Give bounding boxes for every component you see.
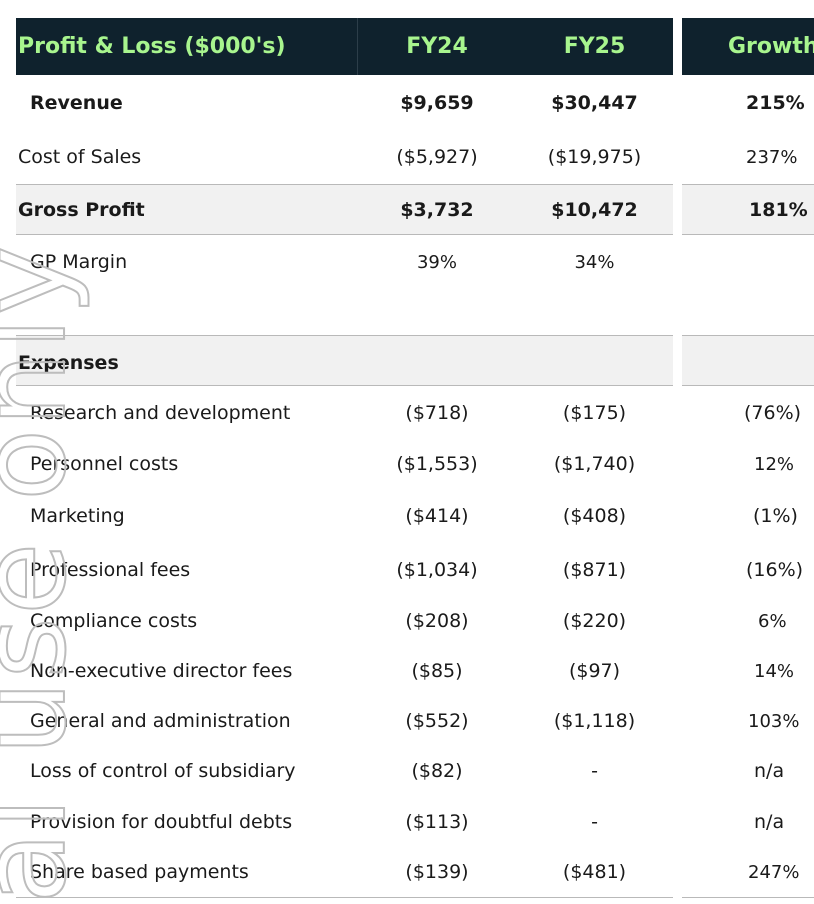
value-growth: 6% — [758, 610, 787, 632]
column-header-fy25: FY25 — [563, 34, 626, 59]
row-label: Gross Profit — [18, 198, 145, 221]
row-label: Compliance costs — [30, 610, 198, 632]
divider — [682, 385, 814, 386]
gross-profit-shade — [16, 185, 673, 234]
expenses-shade — [16, 336, 673, 385]
value-fy24: $3,732 — [400, 198, 474, 221]
table-row: Non-executive director fees ($85) ($97) … — [0, 646, 814, 696]
divider — [682, 335, 814, 336]
value-fy24: ($139) — [405, 861, 469, 883]
gp-margin-row: GP Margin 39% 34% — [0, 237, 814, 287]
value-fy24: ($113) — [405, 811, 469, 833]
value-fy24: ($5,927) — [396, 146, 478, 168]
value-fy24: ($82) — [411, 760, 463, 782]
table-row: Compliance costs ($208) ($220) 6% — [0, 596, 814, 646]
expenses-heading-row: Expenses — [0, 338, 814, 388]
value-fy25: $10,472 — [551, 198, 638, 221]
value-fy24: 39% — [416, 251, 457, 273]
value-fy24: ($1,034) — [396, 559, 478, 581]
row-label: Non-executive director fees — [30, 660, 293, 682]
value-fy25: ($175) — [562, 402, 627, 424]
column-header-fy24: FY24 — [406, 34, 468, 59]
divider — [16, 897, 673, 898]
value-growth: 12% — [754, 453, 795, 475]
cost-of-sales-row: Cost of Sales ($5,927) ($19,975) 237% — [0, 132, 814, 182]
divider — [682, 897, 814, 898]
row-label: Revenue — [30, 92, 123, 114]
row-label: Professional fees — [30, 559, 191, 581]
value-fy24: ($718) — [405, 402, 469, 424]
header-band — [16, 18, 673, 75]
value-fy25: ($408) — [562, 505, 627, 527]
row-label: Research and development — [30, 402, 291, 424]
value-growth: n/a — [754, 811, 785, 833]
table-row: General and administration ($552) ($1,11… — [0, 696, 814, 746]
value-fy25: ($220) — [562, 610, 627, 632]
value-fy25: $30,447 — [551, 92, 638, 114]
value-growth: 247% — [748, 861, 800, 883]
row-label: Cost of Sales — [18, 146, 142, 168]
table-row: Personnel costs ($1,553) ($1,740) 12% — [0, 439, 814, 489]
value-growth: (16%) — [746, 559, 804, 581]
value-fy24: ($414) — [405, 505, 469, 527]
row-label: Share based payments — [30, 861, 249, 883]
divider — [16, 234, 673, 235]
value-growth: n/a — [754, 760, 785, 782]
table-title: Profit & Loss ($000's) — [18, 34, 286, 59]
row-label: GP Margin — [30, 251, 128, 273]
value-fy25: ($19,975) — [547, 146, 642, 168]
row-label: Loss of control of subsidiary — [30, 760, 296, 782]
header-row: Profit & Loss ($000's) FY24 FY25 Growth — [0, 18, 814, 75]
divider — [16, 184, 673, 185]
value-fy25: ($871) — [562, 559, 627, 581]
value-fy25: - — [591, 760, 598, 782]
expenses-shade — [682, 336, 814, 385]
table-row: Professional fees ($1,034) ($871) (16%) — [0, 545, 814, 595]
row-label: General and administration — [30, 710, 291, 732]
gross-profit-row: Gross Profit $3,732 $10,472 181% — [0, 185, 814, 234]
value-growth — [682, 237, 814, 287]
value-growth: (1%) — [753, 505, 798, 527]
value-fy24: ($552) — [405, 710, 469, 732]
gross-profit-shade — [682, 185, 814, 234]
header-band-growth — [682, 18, 814, 75]
value-fy24: $9,659 — [400, 92, 474, 114]
divider — [16, 335, 673, 336]
value-fy25: ($1,740) — [553, 453, 636, 475]
table-row: Provision for doubtful debts ($113) - n/… — [0, 797, 814, 847]
header-divider — [357, 18, 358, 75]
value-growth: (76%) — [744, 402, 802, 424]
value-fy24: ($1,553) — [396, 453, 478, 475]
row-label: Provision for doubtful debts — [30, 811, 293, 833]
revenue-row: Revenue $9,659 $30,447 215% — [0, 78, 814, 128]
value-fy25: ($1,118) — [553, 710, 636, 732]
value-fy24: ($208) — [405, 610, 469, 632]
table-row: Share based payments ($139) ($481) 247% — [0, 847, 814, 897]
value-fy25: 34% — [574, 251, 615, 273]
table-row: Research and development ($718) ($175) (… — [0, 388, 814, 438]
row-label: Personnel costs — [30, 453, 179, 475]
divider — [682, 234, 814, 235]
value-fy24: ($85) — [411, 660, 463, 682]
row-label: Marketing — [30, 505, 125, 527]
value-fy25: - — [591, 811, 598, 833]
section-heading: Expenses — [18, 352, 119, 374]
divider — [16, 385, 673, 386]
value-growth: 237% — [746, 146, 798, 168]
column-header-growth: Growth — [728, 34, 814, 59]
divider — [682, 184, 814, 185]
table-row: Loss of control of subsidiary ($82) - n/… — [0, 746, 814, 796]
value-growth: 14% — [754, 660, 795, 682]
table-row: Marketing ($414) ($408) (1%) — [0, 491, 814, 541]
value-growth: 103% — [748, 710, 800, 732]
value-growth: 215% — [746, 92, 805, 114]
value-fy25: ($481) — [562, 861, 627, 883]
value-growth: 181% — [749, 198, 808, 221]
value-fy25: ($97) — [568, 660, 621, 682]
